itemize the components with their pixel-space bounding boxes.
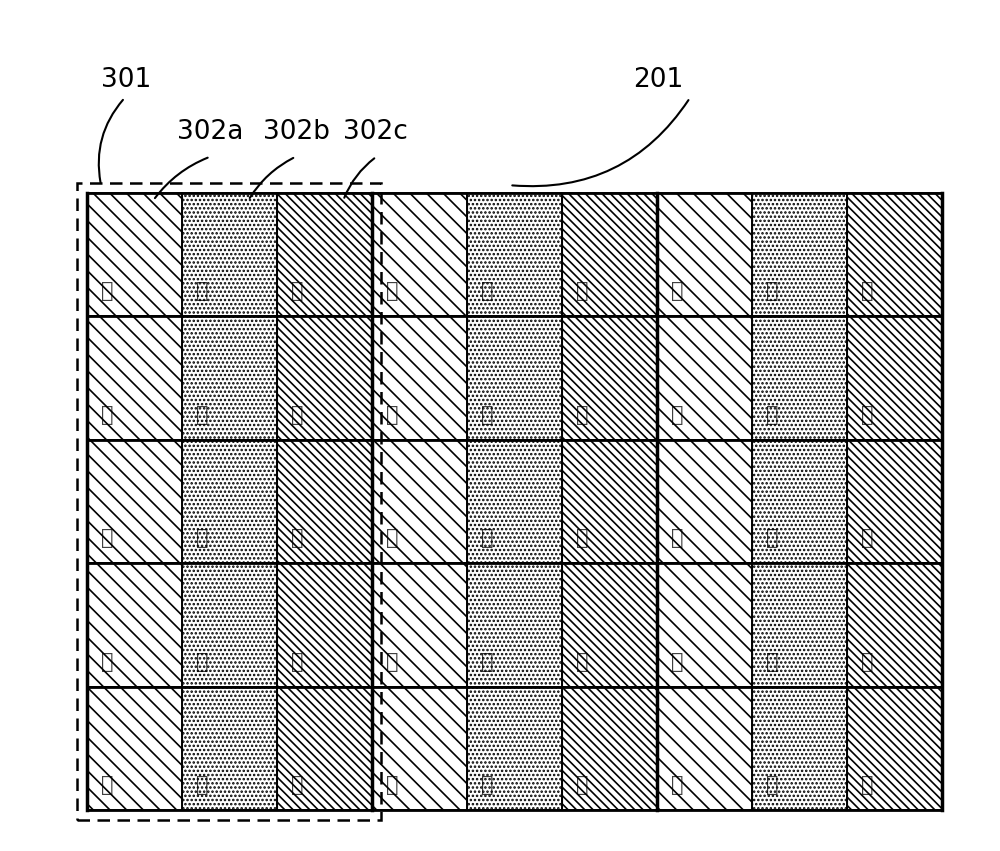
Bar [372,687,467,810]
Bar [372,317,467,440]
Bar [752,317,847,440]
Text: 红: 红 [671,652,683,672]
Text: 绿: 绿 [196,775,209,796]
Bar [372,440,467,563]
Bar [182,563,277,687]
Bar [87,687,182,810]
Bar [467,440,562,563]
Text: 红: 红 [671,282,683,301]
Text: 红: 红 [386,528,399,548]
Bar [562,193,657,317]
Text: 302c: 302c [343,119,408,146]
Bar [752,193,847,317]
Bar [277,193,372,317]
Bar [752,687,847,810]
Bar [752,563,847,687]
Bar [467,687,562,810]
Bar [752,440,847,563]
Text: 红: 红 [671,775,683,796]
Text: 红: 红 [671,528,683,548]
Text: 蓝: 蓝 [291,528,304,548]
Text: 绿: 绿 [196,282,209,301]
Text: 绿: 绿 [481,528,494,548]
Bar [847,687,942,810]
Text: 红: 红 [386,775,399,796]
Text: 301: 301 [101,67,151,93]
Bar [467,563,562,687]
Bar [562,563,657,687]
Bar [277,440,372,563]
Bar [562,317,657,440]
Text: 蓝: 蓝 [291,405,304,425]
Bar [657,193,752,317]
Bar [467,193,562,317]
Text: 蓝: 蓝 [861,775,873,796]
Bar [77,183,381,820]
Bar [847,563,942,687]
Text: 蓝: 蓝 [576,282,588,301]
Bar [277,563,372,687]
Bar [277,317,372,440]
Text: 蓝: 蓝 [861,282,873,301]
Text: 绿: 绿 [766,775,778,796]
Text: 红: 红 [101,652,114,672]
Text: 绿: 绿 [766,405,778,425]
Text: 201: 201 [633,67,683,93]
Bar [562,687,657,810]
Bar [657,440,752,563]
Text: 蓝: 蓝 [291,652,304,672]
Text: 红: 红 [101,775,114,796]
Text: 绿: 绿 [766,652,778,672]
Text: 红: 红 [386,282,399,301]
Text: 绿: 绿 [196,405,209,425]
Text: 绿: 绿 [196,652,209,672]
Text: 蓝: 蓝 [576,775,588,796]
Text: 绿: 绿 [766,528,778,548]
Text: 蓝: 蓝 [576,405,588,425]
Text: 蓝: 蓝 [576,652,588,672]
Bar [182,440,277,563]
Text: 绿: 绿 [196,528,209,548]
Text: 蓝: 蓝 [291,775,304,796]
Text: 红: 红 [101,405,114,425]
Text: 绿: 绿 [481,282,494,301]
Text: 蓝: 蓝 [576,528,588,548]
Bar [467,317,562,440]
Text: 红: 红 [386,652,399,672]
Bar [87,563,182,687]
Text: 红: 红 [671,405,683,425]
Bar [372,563,467,687]
Text: 红: 红 [101,528,114,548]
Text: 红: 红 [386,405,399,425]
Bar [182,687,277,810]
Bar [562,440,657,563]
Text: 绿: 绿 [481,405,494,425]
Text: 绿: 绿 [766,282,778,301]
Bar [87,440,182,563]
Text: 蓝: 蓝 [861,405,873,425]
Text: 绿: 绿 [481,652,494,672]
Text: 绿: 绿 [481,775,494,796]
Bar [182,193,277,317]
Bar [657,317,752,440]
Text: 302b: 302b [263,119,330,146]
Bar [87,193,182,317]
Bar [182,317,277,440]
Bar [657,563,752,687]
Text: 红: 红 [101,282,114,301]
Text: 蓝: 蓝 [861,528,873,548]
Text: 蓝: 蓝 [291,282,304,301]
Bar [87,317,182,440]
Bar [657,687,752,810]
Text: 302a: 302a [177,119,243,146]
Bar [372,193,467,317]
Bar [847,440,942,563]
Text: 蓝: 蓝 [861,652,873,672]
Bar [847,193,942,317]
Bar [277,687,372,810]
Bar [847,317,942,440]
